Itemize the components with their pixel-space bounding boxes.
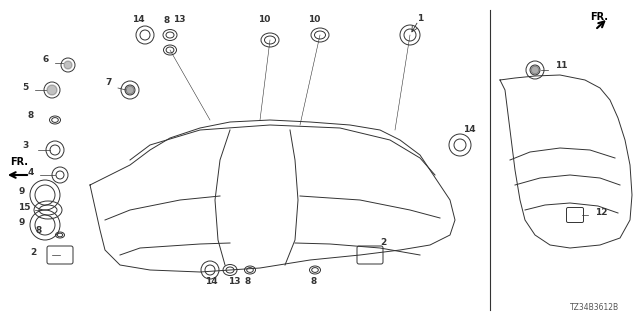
- Text: FR.: FR.: [10, 157, 28, 167]
- Text: 13: 13: [228, 277, 241, 286]
- Text: 8: 8: [244, 277, 250, 286]
- Text: 3: 3: [22, 141, 28, 150]
- Text: 8: 8: [310, 277, 316, 286]
- Text: 8: 8: [27, 111, 33, 120]
- Text: 9: 9: [18, 187, 24, 196]
- Text: TZ34B3612B: TZ34B3612B: [570, 303, 619, 312]
- Text: 15: 15: [18, 203, 31, 212]
- Text: 14: 14: [132, 15, 145, 24]
- Text: 5: 5: [22, 83, 28, 92]
- Text: 13: 13: [173, 15, 186, 24]
- Text: 10: 10: [258, 15, 270, 24]
- Text: 10: 10: [308, 15, 321, 24]
- Text: 7: 7: [105, 78, 111, 87]
- Text: 2: 2: [30, 248, 36, 257]
- Circle shape: [531, 66, 539, 74]
- Text: 11: 11: [555, 61, 568, 70]
- Text: 2: 2: [380, 238, 387, 247]
- Text: 8: 8: [163, 16, 169, 25]
- Text: 14: 14: [463, 125, 476, 134]
- Text: 8: 8: [35, 226, 41, 235]
- Circle shape: [126, 86, 134, 94]
- Text: 4: 4: [28, 168, 35, 177]
- Text: 1: 1: [417, 13, 423, 22]
- Text: FR.: FR.: [590, 12, 608, 22]
- Text: 9: 9: [18, 218, 24, 227]
- Text: 12: 12: [595, 208, 607, 217]
- Text: 14: 14: [205, 277, 218, 286]
- Circle shape: [64, 61, 72, 69]
- Circle shape: [47, 85, 57, 95]
- Text: 6: 6: [42, 55, 48, 64]
